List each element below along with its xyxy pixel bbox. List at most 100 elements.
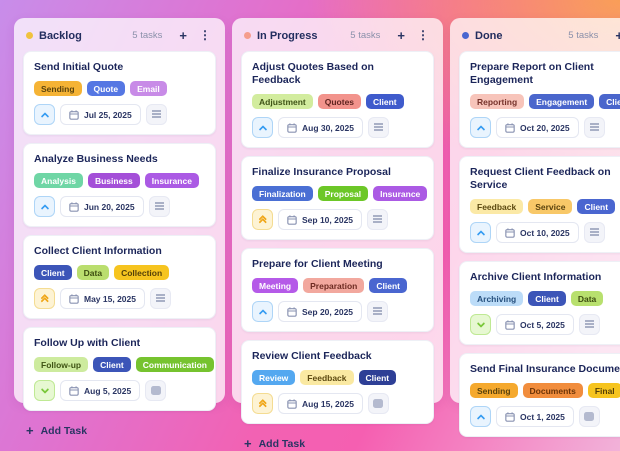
chevron-icon bbox=[476, 124, 485, 134]
priority-toggle-button[interactable] bbox=[470, 406, 491, 427]
tag[interactable]: Service bbox=[528, 199, 573, 214]
task-card[interactable]: Analyze Business Needs Analysis Business… bbox=[23, 143, 216, 227]
task-card[interactable]: Send Initial Quote Sending Quote Email J… bbox=[23, 51, 216, 135]
due-date-button[interactable]: Sep 20, 2025 bbox=[278, 301, 363, 322]
tag[interactable]: Archiving bbox=[470, 291, 524, 306]
due-date-button[interactable]: Oct 20, 2025 bbox=[496, 117, 579, 138]
due-date-button[interactable]: May 15, 2025 bbox=[60, 288, 145, 309]
task-card[interactable]: Prepare for Client Meeting Meeting Prepa… bbox=[241, 248, 434, 332]
tag[interactable]: Feedback bbox=[470, 199, 524, 214]
notes-button[interactable] bbox=[583, 117, 605, 138]
task-card[interactable]: Request Client Feedback on Service Feedb… bbox=[459, 156, 620, 253]
tag[interactable]: Follow-up bbox=[34, 357, 89, 372]
notes-button[interactable] bbox=[367, 117, 389, 138]
tag[interactable]: Communication bbox=[135, 357, 214, 372]
priority-toggle-button[interactable] bbox=[34, 196, 55, 217]
plus-icon[interactable]: + bbox=[612, 29, 620, 42]
tag[interactable]: Final bbox=[587, 383, 620, 398]
tag[interactable]: Business bbox=[87, 173, 140, 188]
tag[interactable]: Sending bbox=[34, 81, 82, 96]
tag[interactable]: Finalization bbox=[252, 186, 313, 201]
tag[interactable]: Client bbox=[366, 94, 404, 109]
due-date-button[interactable]: Oct 5, 2025 bbox=[496, 314, 574, 335]
due-date-button[interactable]: Oct 1, 2025 bbox=[496, 406, 574, 427]
notes-button[interactable] bbox=[367, 301, 389, 322]
tag[interactable]: Feedback bbox=[300, 370, 354, 385]
priority-toggle-button[interactable] bbox=[252, 117, 273, 138]
tag[interactable]: Reporting bbox=[470, 94, 525, 109]
notes-button[interactable] bbox=[583, 222, 605, 243]
tag[interactable]: Client bbox=[358, 370, 397, 385]
tag[interactable]: Data bbox=[76, 265, 110, 280]
add-task-button[interactable]: + Add Task bbox=[459, 445, 620, 451]
tag[interactable]: Adjustment bbox=[252, 94, 313, 109]
priority-toggle-button[interactable] bbox=[34, 104, 55, 125]
tag[interactable]: Client bbox=[369, 278, 407, 293]
notes-icon bbox=[155, 297, 165, 299]
calendar-icon bbox=[505, 411, 515, 422]
task-card[interactable]: Prepare Report on Client Engagement Repo… bbox=[459, 51, 620, 148]
tag[interactable]: Quote bbox=[86, 81, 126, 96]
tag[interactable]: Review bbox=[252, 370, 296, 385]
due-date-button[interactable]: Oct 10, 2025 bbox=[496, 222, 579, 243]
tag[interactable]: Data bbox=[570, 291, 604, 306]
tag[interactable]: Quotes bbox=[317, 94, 362, 109]
kebab-menu-icon[interactable]: ⋮ bbox=[414, 29, 432, 42]
task-card[interactable]: Finalize Insurance Proposal Finalization… bbox=[241, 156, 434, 240]
notes-button[interactable] bbox=[367, 393, 389, 414]
plus-icon[interactable]: + bbox=[394, 29, 408, 42]
plus-icon[interactable]: + bbox=[176, 29, 190, 42]
task-card[interactable]: Follow Up with Client Follow-up Client C… bbox=[23, 327, 216, 411]
notes-button[interactable] bbox=[145, 104, 167, 125]
priority-toggle-button[interactable] bbox=[252, 393, 273, 414]
task-card[interactable]: Review Client Feedback Review Feedback C… bbox=[241, 340, 434, 424]
notes-button[interactable] bbox=[578, 406, 600, 427]
notes-button[interactable] bbox=[149, 288, 171, 309]
due-date-button[interactable]: Aug 30, 2025 bbox=[278, 117, 363, 138]
kanban-board: Backlog 5 tasks + ⋮ Send Initial Quote S… bbox=[23, 28, 620, 451]
priority-toggle-button[interactable] bbox=[34, 288, 55, 309]
kebab-menu-icon[interactable]: ⋮ bbox=[196, 29, 214, 42]
tag[interactable]: Insurance bbox=[144, 173, 199, 188]
priority-toggle-button[interactable] bbox=[252, 209, 273, 230]
add-task-button[interactable]: + Add Task bbox=[23, 419, 216, 437]
tag[interactable]: Meeting bbox=[252, 278, 299, 293]
tag[interactable]: Client bbox=[93, 357, 131, 372]
tag[interactable]: Client bbox=[528, 291, 566, 306]
add-task-button[interactable]: + Add Task bbox=[241, 432, 434, 450]
tag[interactable]: Insurance bbox=[373, 186, 428, 201]
chevron-icon bbox=[258, 124, 267, 134]
due-date-label: Jul 25, 2025 bbox=[84, 109, 132, 120]
tag[interactable]: Client bbox=[577, 199, 616, 214]
tag[interactable]: Collection bbox=[114, 265, 170, 280]
notes-icon bbox=[373, 399, 384, 408]
tag[interactable]: Preparation bbox=[303, 278, 365, 293]
notes-button[interactable] bbox=[148, 196, 170, 217]
due-date-button[interactable]: Jun 20, 2025 bbox=[60, 196, 144, 217]
task-card[interactable]: Archive Client Information Archiving Cli… bbox=[459, 261, 620, 345]
due-date-button[interactable]: Aug 5, 2025 bbox=[60, 380, 141, 401]
priority-toggle-button[interactable] bbox=[252, 301, 273, 322]
tag[interactable]: Client bbox=[34, 265, 72, 280]
due-date-button[interactable]: Sep 10, 2025 bbox=[278, 209, 363, 230]
task-card[interactable]: Adjust Quotes Based on Feedback Adjustme… bbox=[241, 51, 434, 148]
task-card[interactable]: Collect Client Information Client Data C… bbox=[23, 235, 216, 319]
task-title: Send Initial Quote bbox=[34, 61, 124, 73]
notes-button[interactable] bbox=[367, 209, 389, 230]
tag[interactable]: Email bbox=[130, 81, 167, 96]
tag[interactable]: Sending bbox=[470, 383, 518, 398]
tag[interactable]: Proposal bbox=[317, 186, 369, 201]
tag[interactable]: Engagement bbox=[529, 94, 595, 109]
tag[interactable]: Documents bbox=[522, 383, 583, 398]
due-date-button[interactable]: Jul 25, 2025 bbox=[60, 104, 141, 125]
priority-toggle-button[interactable] bbox=[34, 380, 55, 401]
notes-button[interactable] bbox=[578, 314, 600, 335]
priority-toggle-button[interactable] bbox=[470, 222, 491, 243]
due-date-button[interactable]: Aug 15, 2025 bbox=[278, 393, 363, 414]
priority-toggle-button[interactable] bbox=[470, 314, 491, 335]
priority-toggle-button[interactable] bbox=[470, 117, 491, 138]
tag[interactable]: Analysis bbox=[34, 173, 83, 188]
tag[interactable]: Client bbox=[599, 94, 620, 109]
notes-button[interactable] bbox=[145, 380, 167, 401]
task-card[interactable]: Send Final Insurance Documents Sending D… bbox=[459, 353, 620, 437]
